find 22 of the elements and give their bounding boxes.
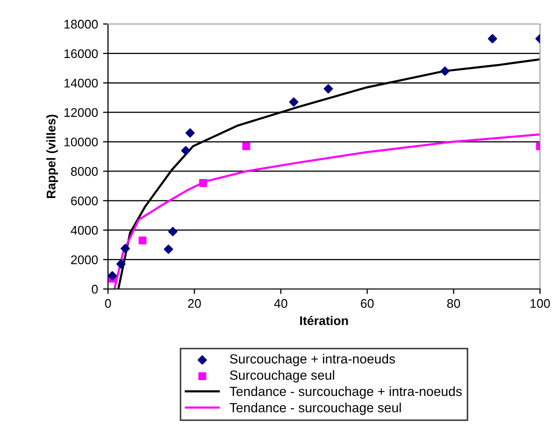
y-tick-label: 18000 <box>64 20 98 29</box>
x-tick-label: 60 <box>360 299 374 308</box>
y-tick-label: 14000 <box>64 78 98 88</box>
x-tick-label: 100 <box>530 299 550 308</box>
y-axis-title: Rappel (villes) <box>46 114 58 198</box>
y-tick-label: 10000 <box>64 138 98 146</box>
x-tick-label: 0 <box>105 299 111 308</box>
x-tick-label: 40 <box>274 299 288 308</box>
x-axis-title: Itération <box>300 316 348 326</box>
legend-label: Tendance - surcouchage + intra-noeuds <box>230 386 462 399</box>
legend-label: Surcouchage + intra-noeuds <box>230 354 396 366</box>
y-tick-label: 6000 <box>71 196 98 206</box>
y-tick-label: 16000 <box>64 49 98 58</box>
x-tick-label: 80 <box>447 299 460 308</box>
y-tick-label: 8000 <box>71 167 98 176</box>
y-tick-label: 12000 <box>64 108 98 117</box>
legend-label: Tendance - surcouchage seul <box>230 402 401 415</box>
y-tick-label: 0 <box>92 284 98 294</box>
legend-label: Surcouchage seul <box>230 370 334 382</box>
y-tick-label: 2000 <box>71 255 98 264</box>
y-tick-label: 4000 <box>70 226 98 235</box>
x-tick-label: 20 <box>188 299 201 308</box>
